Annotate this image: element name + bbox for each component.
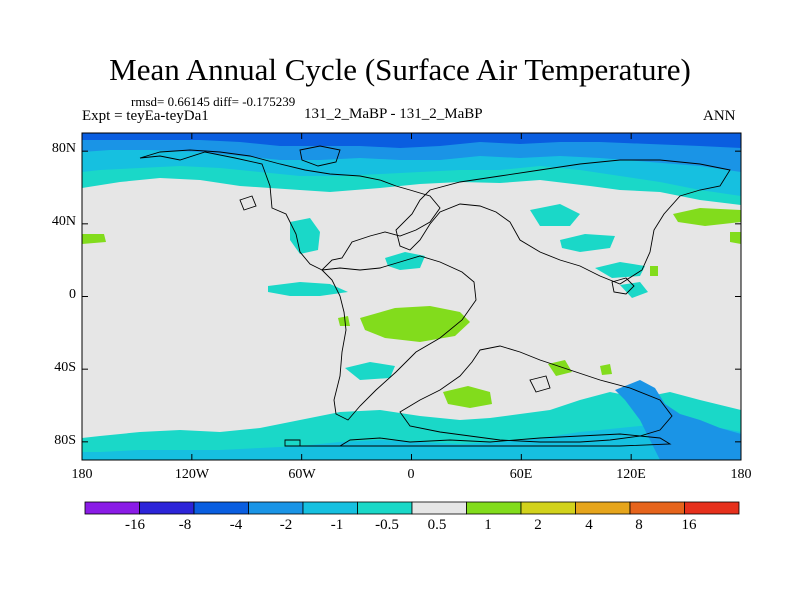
- colorbar-box: [193, 501, 249, 515]
- colorbar-box: [575, 501, 631, 515]
- x-tick-60w: 60W: [288, 467, 316, 482]
- y-tick-0: 0: [69, 287, 76, 302]
- colorbar-label: -0.5: [375, 517, 399, 533]
- warming-patch: [338, 316, 350, 326]
- coastline-island: [239, 195, 257, 211]
- coastlines: [139, 145, 731, 447]
- map-field: [82, 133, 741, 460]
- warming-patch: [600, 364, 612, 375]
- arctic-cooling-band-core: [82, 133, 741, 148]
- cooling-patch: [268, 282, 348, 296]
- arctic-cooling-band-dark: [82, 133, 741, 172]
- rmsd-diff-stats: rmsd= 0.66145 diff= -0.175239: [131, 94, 296, 109]
- coastline-south-continent: [399, 345, 673, 443]
- x-tick-0: 0: [407, 467, 415, 482]
- cooling-patch: [345, 362, 395, 380]
- cooling-patch: [620, 282, 648, 298]
- coastline-north-america: [139, 149, 441, 271]
- colorbar-box: [520, 501, 576, 515]
- cooling-patch: [595, 262, 645, 278]
- colorbar-label: 8: [635, 517, 643, 533]
- colorbar-label: -16: [125, 517, 145, 533]
- season-label: ANN: [703, 108, 736, 124]
- colorbar-label: -4: [229, 517, 243, 533]
- warming-patch: [650, 266, 658, 276]
- colorbar-box: [84, 501, 140, 515]
- coastline-south-america: [321, 255, 477, 421]
- colorbar-box: [248, 501, 304, 515]
- coastline-island: [529, 375, 551, 393]
- colorbar-label: 1: [484, 517, 492, 533]
- coastline-antarctica: [284, 433, 672, 447]
- coastline-island: [611, 277, 635, 295]
- y-tick-40n: 40N: [51, 214, 76, 229]
- colorbar-box: [302, 501, 358, 515]
- cooling-patch: [530, 204, 580, 226]
- colorbar-label: 0.5: [427, 517, 447, 533]
- cooling-patch: [290, 218, 320, 254]
- colorbar-box: [411, 501, 467, 515]
- y-tick-80s: 80S: [54, 433, 76, 448]
- colorbar-label: -2: [279, 517, 293, 533]
- warming-patch: [82, 234, 106, 244]
- colorbar-label: -8: [178, 517, 192, 533]
- cooling-patch: [385, 252, 425, 270]
- cooling-patch: [560, 234, 615, 252]
- colorbar: [84, 501, 740, 515]
- x-tick-180e: 180: [730, 467, 752, 482]
- axis-ticks: [81, 133, 742, 460]
- y-tick-80n: 80N: [51, 141, 76, 156]
- experiment-label: Expt = teyEa-teyDa1: [82, 108, 209, 124]
- colorbar-box: [139, 501, 195, 515]
- warming-patch: [548, 360, 572, 376]
- colorbar-box: [629, 501, 685, 515]
- warming-patch: [360, 306, 470, 342]
- x-tick-60e: 60E: [509, 467, 533, 482]
- x-tick-180w: 180: [71, 467, 93, 482]
- coastline-eurasia: [395, 159, 731, 285]
- warming-patch: [443, 386, 492, 408]
- coastline-greenland: [299, 145, 341, 167]
- antarctic-cooling-band-mid: [82, 418, 741, 460]
- colorbar-label: 4: [585, 517, 593, 533]
- colorbar-box: [684, 501, 740, 515]
- colorbar-box: [357, 501, 413, 515]
- colorbar-label: -1: [330, 517, 344, 533]
- antarctic-cooling-band-dark: [615, 380, 741, 460]
- plot-title: Mean Annual Cycle (Surface Air Temperatu…: [109, 52, 691, 87]
- warming-patch: [730, 232, 741, 244]
- y-tick-40s: 40S: [54, 360, 76, 375]
- colorbar-box: [466, 501, 522, 515]
- x-tick-120w: 120W: [174, 467, 210, 482]
- x-tick-120e: 120E: [616, 467, 646, 482]
- colorbar-label: 16: [681, 517, 697, 533]
- warming-patch: [673, 208, 741, 226]
- run-names-label: 131_2_MaBP - 131_2_MaBP: [304, 106, 483, 122]
- colorbar-label: 2: [534, 517, 542, 533]
